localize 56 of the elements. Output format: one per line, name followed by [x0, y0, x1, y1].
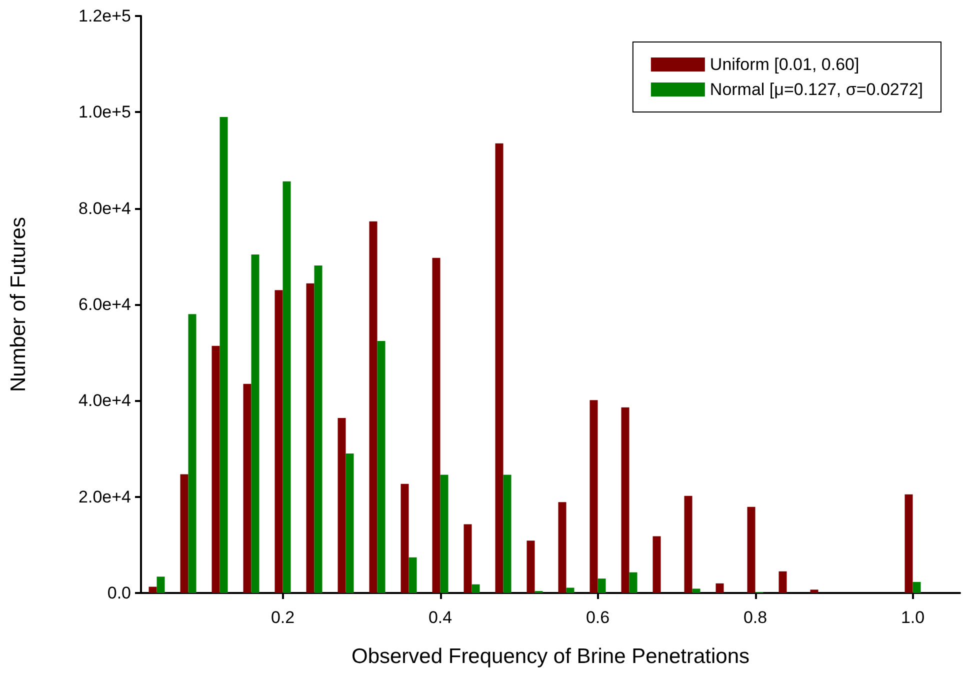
bar	[810, 590, 818, 593]
bar	[220, 116, 228, 593]
x-tick-label: 0.6	[586, 608, 610, 627]
bar	[274, 290, 283, 593]
bar	[369, 221, 378, 593]
y-tick-label: 1.0e+5	[78, 102, 131, 122]
bar	[503, 474, 512, 593]
bar	[495, 143, 504, 593]
bar	[156, 576, 165, 593]
y-axis-title: Number of Futures	[7, 216, 30, 392]
bar	[251, 254, 260, 593]
bar	[526, 540, 535, 593]
bar	[432, 258, 440, 593]
y-tick-label: 8.0e+4	[78, 198, 131, 218]
bar	[338, 418, 346, 593]
legend-label: Normal [μ=0.127, σ=0.0272]	[710, 80, 924, 99]
x-tick-label: 1.0	[900, 608, 925, 627]
bar	[148, 586, 157, 593]
bar	[747, 506, 756, 593]
bar	[408, 557, 417, 593]
bar	[346, 454, 354, 593]
bar	[621, 407, 630, 593]
x-axis-title: Observed Frequency of Brine Penetrations	[351, 645, 750, 668]
x-tick-label: 0.8	[743, 608, 768, 627]
bar	[243, 384, 252, 593]
bar	[566, 588, 574, 593]
bar	[188, 314, 196, 593]
bar	[558, 502, 566, 593]
bar	[314, 266, 322, 593]
bar	[692, 588, 700, 593]
bar	[629, 572, 638, 593]
bar	[778, 571, 787, 593]
bar	[440, 474, 448, 593]
bar	[684, 496, 692, 593]
bar	[912, 582, 921, 593]
bar	[598, 578, 606, 593]
legend-label: Uniform [0.01, 0.60]	[710, 55, 860, 74]
bar	[904, 494, 913, 593]
bar	[590, 400, 598, 593]
bar	[464, 524, 472, 593]
bar	[400, 484, 409, 593]
bar	[377, 341, 386, 593]
y-tick-label: 0.0	[107, 584, 131, 602]
bar	[306, 283, 314, 593]
y-tick-label: 2.0e+4	[78, 487, 131, 506]
y-tick-label: 4.0e+4	[78, 391, 131, 410]
y-tick-label: 6.0e+4	[78, 295, 131, 314]
bar	[716, 583, 724, 593]
x-tick-label: 0.4	[428, 608, 452, 627]
bar	[472, 584, 480, 593]
y-tick-label: 1.2e+5	[78, 6, 131, 26]
bar	[282, 181, 291, 593]
bar	[652, 536, 661, 593]
x-tick-label: 0.2	[270, 608, 295, 627]
bar	[212, 346, 220, 593]
bar	[180, 474, 188, 593]
